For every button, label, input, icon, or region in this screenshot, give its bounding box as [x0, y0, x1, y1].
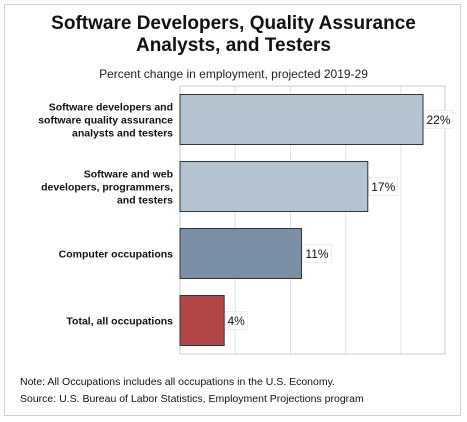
bar	[179, 228, 302, 279]
value-label-box	[224, 311, 248, 330]
chart-title: Software Developers, Quality Assurance A…	[5, 13, 462, 57]
title-line-2: Analysts, and Testers	[135, 35, 331, 56]
chart-notes: Note: All Occupations includes all occup…	[20, 374, 364, 408]
value-label-box	[423, 110, 454, 129]
title-line-1: Software Developers, Quality Assurance	[51, 13, 416, 34]
category-label: and testers	[117, 195, 173, 207]
category-label: developers, programmers,	[41, 182, 173, 194]
value-label: 17%	[371, 180, 395, 194]
chart-frame: Software Developers, Quality Assurance A…	[4, 4, 461, 416]
category-label: Total, all occupations	[66, 316, 173, 328]
category-label: Computer occupations	[59, 249, 174, 261]
category-label: analysts and testers	[72, 128, 173, 140]
source-text: Source: U.S. Bureau of Labor Statistics,…	[20, 393, 364, 405]
value-label: 22%	[426, 113, 450, 127]
bar	[179, 94, 424, 145]
value-label: 4%	[228, 314, 246, 328]
chart-subtitle: Percent change in employment, projected …	[99, 67, 368, 81]
value-label-box	[368, 177, 399, 196]
value-label: 11%	[305, 247, 328, 261]
plot-area	[179, 85, 446, 355]
bar	[179, 161, 369, 212]
note-text: Note: All Occupations includes all occup…	[20, 376, 335, 388]
bar	[179, 295, 225, 346]
category-label: Software and web	[84, 169, 173, 181]
value-label-box	[302, 244, 332, 263]
category-label: software quality assurance	[38, 115, 173, 127]
category-label: Software developers and	[49, 102, 173, 114]
